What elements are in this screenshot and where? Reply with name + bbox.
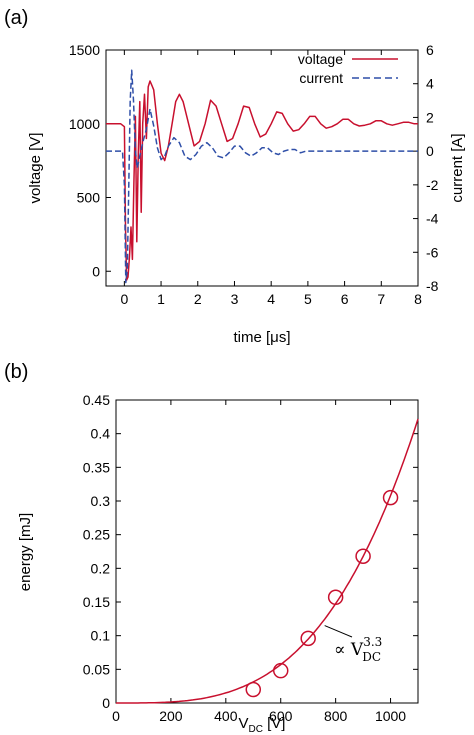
y-tick-label: 0.2 [91, 560, 111, 576]
y2-tick-label: -6 [426, 244, 439, 260]
data-point-marker [355, 548, 371, 564]
y-tick-label: 0.05 [83, 661, 110, 677]
series-line-current [106, 69, 418, 284]
panel-b-y-ticks: 0 0.05 0.1 0.15 0.2 0.25 0.3 0.35 0.4 0.45 [83, 392, 418, 711]
x-tick-label: 5 [304, 291, 312, 307]
x-tick-label: 800 [324, 708, 348, 724]
fit-curve-line [116, 418, 419, 704]
panel-a-legend: voltage current [298, 51, 398, 86]
x-label-symbol: V [239, 715, 249, 732]
y-tick-label: 1500 [69, 42, 100, 58]
y-tick-label: 0 [92, 263, 100, 279]
y-tick-label: 0.15 [83, 594, 110, 610]
legend-voltage-label: voltage [298, 51, 343, 67]
data-point-marker [272, 662, 289, 679]
panel-b-x-ticks: 0 200 400 600 800 1000 [112, 400, 406, 724]
x-label-unit: [V] [263, 715, 286, 732]
y-tick-label: 500 [77, 190, 101, 206]
data-point-marker [382, 489, 399, 506]
x-tick-label: 4 [267, 291, 275, 307]
x-tick-label: 1000 [375, 708, 406, 724]
panel-a-plot-frame [105, 49, 419, 287]
y2-tick-label: -4 [426, 211, 439, 227]
panel-b-points [245, 489, 399, 698]
panel-b-x-axis-label: VDC [V] [239, 715, 286, 735]
annotation-leader-line [324, 625, 353, 638]
annotation-prefix: ∝ V [334, 640, 364, 660]
x-label-subscript: DC [249, 724, 263, 735]
y-tick-label: 0.45 [83, 392, 110, 408]
data-point-marker [327, 589, 344, 606]
panel-b-y-axis-label: energy [mJ] [17, 513, 34, 591]
x-tick-label: 1 [157, 291, 165, 307]
y-tick-label: 0.1 [91, 628, 111, 644]
panel-a-series [106, 69, 418, 284]
x-tick-label: 200 [159, 708, 183, 724]
x-tick-label: 2 [194, 291, 202, 307]
panel-a-label: (a) [4, 7, 28, 29]
y-tick-label: 0.4 [91, 426, 111, 442]
panel-a-x-axis-label: time [μs] [234, 329, 291, 346]
y2-tick-label: 6 [426, 42, 434, 58]
data-point-marker [245, 681, 262, 698]
annotation-exponent: 3.3 [363, 635, 382, 649]
y2-tick-label: -8 [426, 278, 439, 294]
x-tick-label: 8 [414, 291, 422, 307]
y-tick-label: 0 [102, 695, 110, 711]
x-tick-label: 600 [269, 708, 293, 724]
x-tick-label: 0 [120, 291, 128, 307]
x-tick-label: 0 [112, 708, 120, 724]
panel-a-y-ticks: 0 500 1000 1500 [69, 42, 111, 279]
panel-a-x-ticks: 0 1 2 3 4 5 6 7 8 [120, 50, 422, 307]
y2-tick-label: 2 [426, 109, 434, 125]
annotation-fit-law: ∝ V3.3 DC [334, 635, 382, 664]
panel-b: (b) 0 200 400 600 800 1000 0 0.05 0.1 0.15 0.2 0.2… [4, 361, 419, 735]
data-point-marker [300, 630, 316, 647]
y-tick-label: 0.25 [83, 527, 110, 543]
y2-tick-label: 4 [426, 76, 434, 92]
x-tick-label: 6 [341, 291, 349, 307]
y-tick-label: 1000 [69, 116, 100, 132]
y-tick-label: 0.3 [91, 493, 111, 509]
panel-b-annotation: ∝ V3.3 DC [324, 625, 382, 664]
y2-tick-label: 0 [426, 143, 434, 159]
x-tick-label: 400 [214, 708, 238, 724]
x-tick-label: 3 [231, 291, 239, 307]
panel-b-fit-curve [116, 418, 419, 704]
x-tick-label: 7 [377, 291, 385, 307]
annotation-subscript: DC [362, 650, 381, 664]
y-tick-label: 0.35 [83, 459, 110, 475]
panel-b-label: (b) [4, 361, 28, 383]
panel-b-plot-frame [115, 399, 419, 704]
series-line-voltage [106, 80, 418, 281]
panel-a-y2-axis-label: current [A] [449, 133, 466, 202]
legend-current-label: current [299, 70, 343, 86]
y2-tick-label: -2 [426, 177, 439, 193]
panel-a-y-axis-label: voltage [V] [27, 133, 44, 204]
panel-a-y2-ticks: -8 -6 -4 -2 0 2 4 6 [413, 42, 439, 294]
